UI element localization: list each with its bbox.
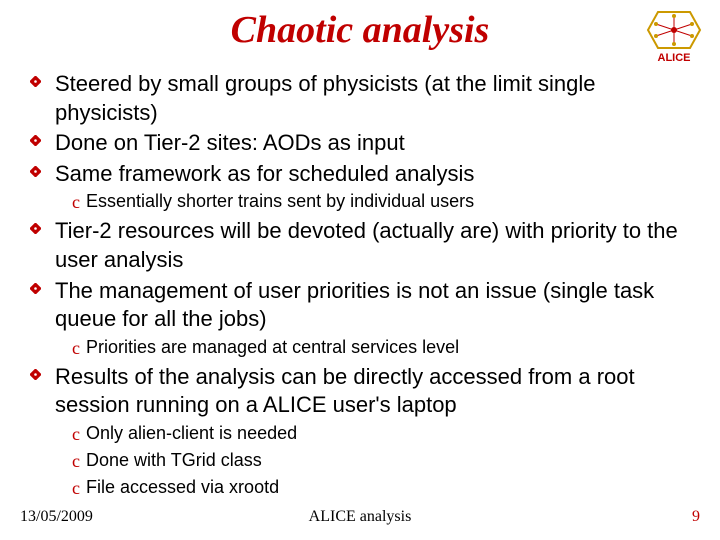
- sub-bullet-icon: c: [72, 192, 80, 213]
- diamond-bullet-icon: [30, 135, 41, 146]
- diamond-bullet-icon: [30, 166, 41, 177]
- logo-label: ALICE: [658, 52, 691, 64]
- sub-bullet-text: File accessed via xrootd: [86, 476, 279, 499]
- diamond-bullet-icon: [30, 223, 41, 234]
- sub-bullet-item: c File accessed via xrootd: [72, 476, 700, 499]
- slide-title: Chaotic analysis: [20, 8, 700, 52]
- bullet-item: The management of user priorities is not…: [30, 277, 700, 334]
- sub-bullet-text: Done with TGrid class: [86, 449, 262, 472]
- bullet-text: The management of user priorities is not…: [55, 277, 700, 334]
- bullet-item: Same framework as for scheduled analysis: [30, 160, 700, 189]
- diamond-bullet-icon: [30, 369, 41, 380]
- bullet-text: Same framework as for scheduled analysis: [55, 160, 474, 189]
- sub-bullet-text: Priorities are managed at central servic…: [86, 336, 459, 359]
- bullet-item: Steered by small groups of physicists (a…: [30, 70, 700, 127]
- sub-bullet-text: Only alien-client is needed: [86, 422, 297, 445]
- content-area: Steered by small groups of physicists (a…: [20, 70, 700, 499]
- footer: 13/05/2009 ALICE analysis 9: [20, 508, 700, 526]
- bullet-text: Steered by small groups of physicists (a…: [55, 70, 700, 127]
- bullet-item: Tier-2 resources will be devoted (actual…: [30, 217, 700, 274]
- sub-bullet-item: c Only alien-client is needed: [72, 422, 700, 445]
- sub-bullet-icon: c: [72, 478, 80, 499]
- sub-bullet-text: Essentially shorter trains sent by indiv…: [86, 190, 474, 213]
- diamond-bullet-icon: [30, 76, 41, 87]
- footer-page: 9: [692, 508, 700, 526]
- alice-logo: ALICE: [646, 10, 702, 69]
- bullet-text: Tier-2 resources will be devoted (actual…: [55, 217, 700, 274]
- bullet-item: Done on Tier-2 sites: AODs as input: [30, 129, 700, 158]
- bullet-text: Done on Tier-2 sites: AODs as input: [55, 129, 405, 158]
- footer-date: 13/05/2009: [20, 508, 93, 526]
- footer-center: ALICE analysis: [309, 508, 412, 526]
- bullet-item: Results of the analysis can be directly …: [30, 363, 700, 420]
- sub-bullet-icon: c: [72, 338, 80, 359]
- bullet-text: Results of the analysis can be directly …: [55, 363, 700, 420]
- sub-bullet-icon: c: [72, 451, 80, 472]
- sub-bullet-item: c Done with TGrid class: [72, 449, 700, 472]
- diamond-bullet-icon: [30, 283, 41, 294]
- sub-bullet-item: c Priorities are managed at central servi…: [72, 336, 700, 359]
- sub-bullet-item: c Essentially shorter trains sent by indi…: [72, 190, 700, 213]
- sub-bullet-icon: c: [72, 424, 80, 445]
